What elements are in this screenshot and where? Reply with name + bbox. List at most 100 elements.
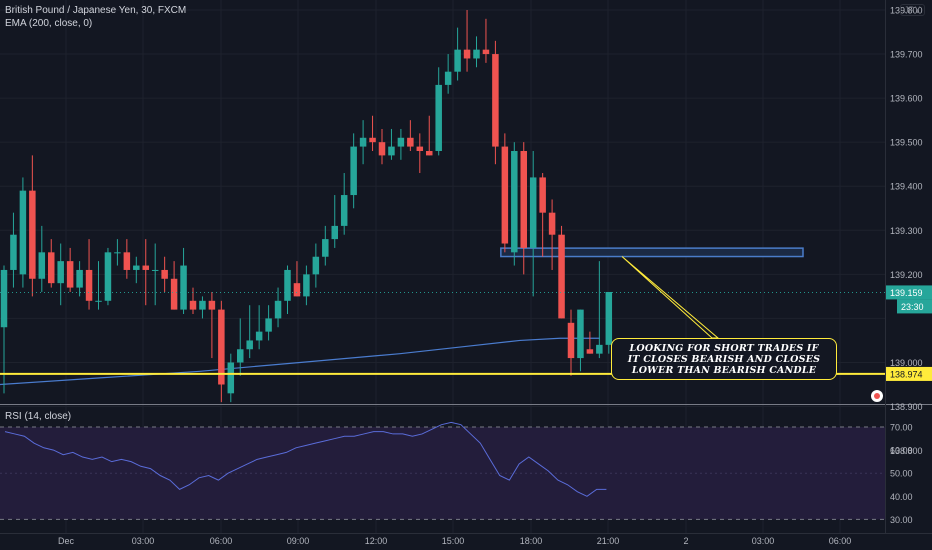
support-price-label: 138.974 [890, 369, 923, 379]
rsi-tick-label: 70.00 [890, 423, 913, 433]
time-tick-label: Dec [58, 536, 75, 546]
price-tick-label: 139.600 [890, 94, 923, 104]
candle-body [350, 146, 357, 196]
symbol-title[interactable]: British Pound / Japanese Yen, 30, FXCM [5, 5, 187, 16]
price-tick-label: 138.900 [890, 402, 923, 412]
price-tick-label: 138.800 [890, 446, 923, 456]
rsi-tick-label: 30.00 [890, 515, 913, 525]
rsi-band [0, 427, 885, 520]
candle-body [142, 265, 149, 270]
rsi-tick-label: 50.00 [890, 469, 913, 479]
candle-body [265, 318, 272, 332]
candle-body [312, 256, 320, 275]
candle-body [114, 252, 121, 254]
candle-body [605, 291, 613, 345]
candle-body [359, 137, 367, 147]
time-tick-label: 12:00 [365, 536, 388, 546]
candle-body [255, 331, 263, 341]
candle-body [66, 261, 74, 288]
time-tick-label: 18:00 [520, 536, 543, 546]
candle-body [463, 49, 471, 59]
candle-body [199, 300, 206, 310]
candle-body [444, 71, 452, 85]
candle-body [38, 252, 46, 279]
candle-body [208, 300, 216, 310]
countdown-label: 23:30 [901, 302, 924, 312]
time-tick-label: 06:00 [829, 536, 852, 546]
candle-body [548, 212, 556, 235]
candle-body [577, 309, 584, 359]
candle-body [123, 252, 131, 270]
time-tick-label: 06:00 [210, 536, 233, 546]
candle-body [0, 269, 8, 328]
callout-line-1: LOOKING FOR SHORT TRADES IF [629, 342, 819, 354]
candle-body [369, 137, 376, 143]
callout-line-3: LOWER THAN BEARISH CANDLE [631, 364, 817, 376]
candle-body [454, 49, 461, 72]
price-tick-label: 139.000 [890, 358, 923, 368]
price-tick-label: 139.200 [890, 270, 923, 280]
candle-body [237, 349, 244, 363]
trade-note-callout: LOOKING FOR SHORT TRADES IF IT CLOSES BE… [611, 338, 837, 380]
candle-body [586, 349, 594, 354]
candle-body [558, 234, 565, 319]
candle-body [161, 269, 168, 279]
candle-body [180, 265, 187, 310]
candle-body [482, 49, 490, 55]
time-tick-label: 09:00 [287, 536, 310, 546]
candle-body [331, 225, 338, 240]
time-tick-label: 03:00 [752, 536, 775, 546]
candle-body [397, 137, 405, 147]
candle-body [170, 278, 178, 310]
candle-body [492, 54, 499, 147]
rsi-tick-label: 60.00 [890, 446, 913, 456]
candle-body [511, 150, 518, 253]
time-tick-label: 15:00 [442, 536, 465, 546]
candle-body [133, 265, 140, 270]
candle-body [303, 274, 310, 297]
candle-body [218, 309, 225, 385]
candle-body [539, 177, 546, 213]
candle-body [322, 239, 329, 257]
candle-body [520, 150, 527, 248]
price-tick-label: 139.700 [890, 50, 923, 60]
candle-body [227, 362, 235, 394]
callout-line-2: IT CLOSES BEARISH AND CLOSES [627, 353, 821, 365]
candle-body [567, 322, 575, 359]
candle-body [151, 269, 159, 271]
price-tick-label: 139.400 [890, 182, 923, 192]
ema-200-line [0, 337, 600, 386]
time-tick-label: 03:00 [132, 536, 155, 546]
candle-body [57, 261, 64, 284]
candle-body [104, 252, 112, 301]
candle-body [246, 340, 253, 350]
candle-body [416, 146, 424, 151]
rsi-indicator-label[interactable]: RSI (14, close) [5, 411, 72, 422]
time-tick-label: 2 [683, 536, 688, 546]
currency-badge[interactable]: JPY [900, 4, 925, 16]
countdown-badge [897, 299, 932, 314]
price-tick-label: 139.800 [890, 6, 923, 16]
time-tick-label: 21:00 [597, 536, 620, 546]
resistance-zone[interactable] [500, 247, 804, 258]
candle-body [189, 300, 197, 310]
last-price-badge[interactable] [886, 285, 932, 300]
candle-body [274, 300, 282, 319]
last-price-label: 139.159 [890, 288, 923, 298]
candle-body [388, 146, 395, 156]
candle-body [340, 195, 348, 226]
rsi-tick-label: 40.00 [890, 492, 913, 502]
candle-body [10, 234, 17, 270]
support-price-badge[interactable] [886, 366, 932, 381]
candle-body [378, 142, 386, 156]
candle-body [435, 84, 442, 151]
candle-body [596, 344, 603, 354]
ema-indicator-label[interactable]: EMA (200, close, 0) [5, 18, 93, 29]
rsi-line [4, 421, 607, 497]
price-tick-label: 139.300 [890, 226, 923, 236]
candle-body [407, 137, 414, 147]
price-tick-label: 139.500 [890, 138, 923, 148]
candle-body [293, 283, 301, 297]
callout-pointer [621, 256, 720, 339]
